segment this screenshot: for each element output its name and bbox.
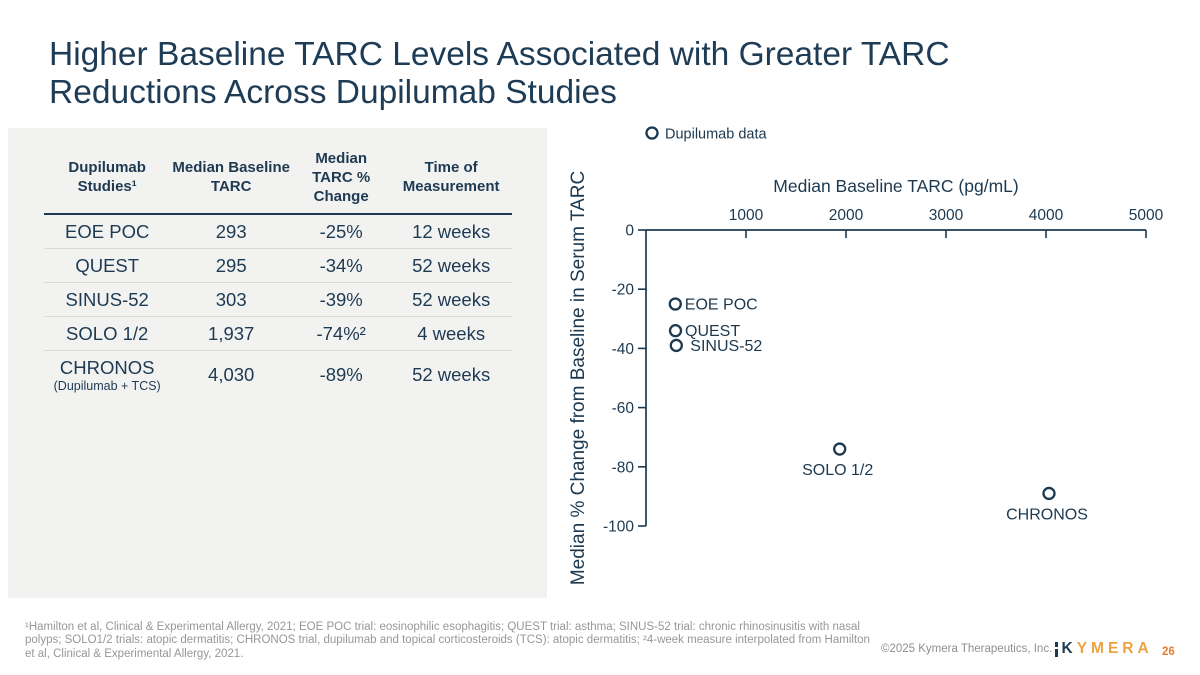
kymera-logo: K YMERA	[1055, 640, 1153, 658]
study-table-panel: Dupilumab Studies¹ Median Baseline TARC Me…	[8, 128, 547, 598]
kymera-logo-letters: YMERA	[1076, 640, 1153, 657]
y-tick-label: -100	[603, 519, 634, 536]
table-column-header: Median Baseline TARC	[170, 146, 293, 216]
data-point-label: CHRONOS	[1006, 506, 1088, 523]
table-row: SINUS-52 303 -39% 52 weeks	[44, 282, 512, 317]
cell-study: EOE POC	[65, 221, 150, 243]
scatter-chart: Dupilumab data Median Baseline TARC (pg/m…	[568, 126, 1164, 585]
footnote: ¹Hamilton et al, Clinical & Experimental…	[25, 620, 870, 660]
page-number: 26	[1162, 646, 1175, 658]
data-point	[668, 323, 683, 338]
x-tick-label: 5000	[1129, 207, 1164, 224]
table-row: CHRONOS (Dupilumab + TCS) 4,030 -89% 52 week…	[44, 350, 512, 399]
x-tick-label: 2000	[829, 207, 864, 224]
data-point-label: SOLO 1/2	[802, 462, 873, 479]
kymera-logo-k: K	[1061, 640, 1077, 657]
cell-time: 52 weeks	[390, 350, 512, 399]
table-row: QUEST 295 -34% 52 weeks	[44, 248, 512, 283]
table-column-header: Time of Measurement	[390, 146, 512, 216]
y-tick-label: -20	[612, 282, 635, 299]
cell-baseline-tarc: 293	[215, 221, 247, 243]
data-point	[669, 338, 683, 353]
cell-study: SINUS-52	[44, 282, 171, 317]
slide-title: Higher Baseline TARC Levels Associated w…	[49, 36, 1169, 112]
x-tick-label: 4000	[1029, 207, 1064, 224]
x-tick-label: 3000	[929, 207, 964, 224]
cell-pct-change: -34%	[292, 248, 391, 283]
x-tick-label: 1000	[729, 207, 764, 224]
data-point	[1042, 486, 1056, 501]
cell-time: 52 weeks	[390, 248, 512, 283]
table-row: SOLO 1/2 1,937 -74%² 4 weeks	[44, 316, 512, 351]
legend-label: Dupilumab data	[665, 127, 767, 143]
cell-time: 12 weeks	[412, 221, 491, 243]
data-point-label: SINUS-52	[690, 338, 762, 355]
y-tick-label: -40	[612, 341, 635, 358]
kymera-logo-mark-icon	[1055, 641, 1058, 657]
dupilumab-studies-table: Dupilumab Studies¹ Median Baseline TARC Me…	[44, 146, 512, 399]
study-subtitle: (Dupilumab + TCS)	[53, 379, 161, 394]
table-header-row: Dupilumab Studies¹ Median Baseline TARC Me…	[44, 146, 512, 216]
y-tick-label: -80	[612, 459, 635, 476]
table-column-header: Dupilumab Studies¹	[44, 146, 171, 216]
table-header: Dupilumab Studies¹ Median Baseline TARC Me…	[44, 146, 512, 216]
cell-time: 52 weeks	[390, 282, 512, 317]
slide-title-line1: Higher Baseline TARC Levels Associated w…	[49, 36, 950, 74]
cell-pct-change: -74%²	[292, 316, 391, 351]
table-body: EOE POC 293 -25% 12 weeks QUEST 295 -34% 52 wee…	[44, 214, 512, 399]
cell-baseline-tarc: 303	[170, 282, 293, 317]
legend-marker-icon	[645, 126, 659, 140]
y-tick-label: 0	[625, 223, 634, 240]
cell-pct-change: -25%	[319, 221, 363, 243]
table-column-header: Median TARC % Change	[292, 146, 391, 216]
cell-baseline-tarc: 295	[170, 248, 293, 283]
data-point	[668, 297, 682, 311]
cell-study: QUEST	[44, 248, 171, 283]
x-axis-title: Median Baseline TARC (pg/mL)	[773, 176, 1018, 196]
cell-study: CHRONOS (Dupilumab + TCS)	[44, 350, 171, 399]
cell-pct-change: -89%	[292, 350, 391, 399]
cell-time: 4 weeks	[390, 316, 512, 351]
copyright-text: ©2025 Kymera Therapeutics, Inc.	[881, 643, 1053, 655]
y-axis-title: Median % Change from Baseline in Serum T…	[568, 171, 589, 585]
data-point-label: QUEST	[685, 323, 740, 340]
data-point	[833, 442, 847, 456]
table-row: EOE POC 293 -25% 12 weeks	[44, 214, 512, 249]
cell-study: SOLO 1/2	[44, 316, 171, 351]
cell-baseline-tarc: 1,937	[170, 316, 293, 351]
data-point-label: EOE POC	[685, 297, 758, 314]
y-tick-label: -60	[612, 400, 635, 417]
cell-pct-change: -39%	[292, 282, 391, 317]
cell-baseline-tarc: 4,030	[170, 350, 293, 399]
slide-title-line2: Reductions Across Dupilumab Studies	[49, 74, 617, 112]
